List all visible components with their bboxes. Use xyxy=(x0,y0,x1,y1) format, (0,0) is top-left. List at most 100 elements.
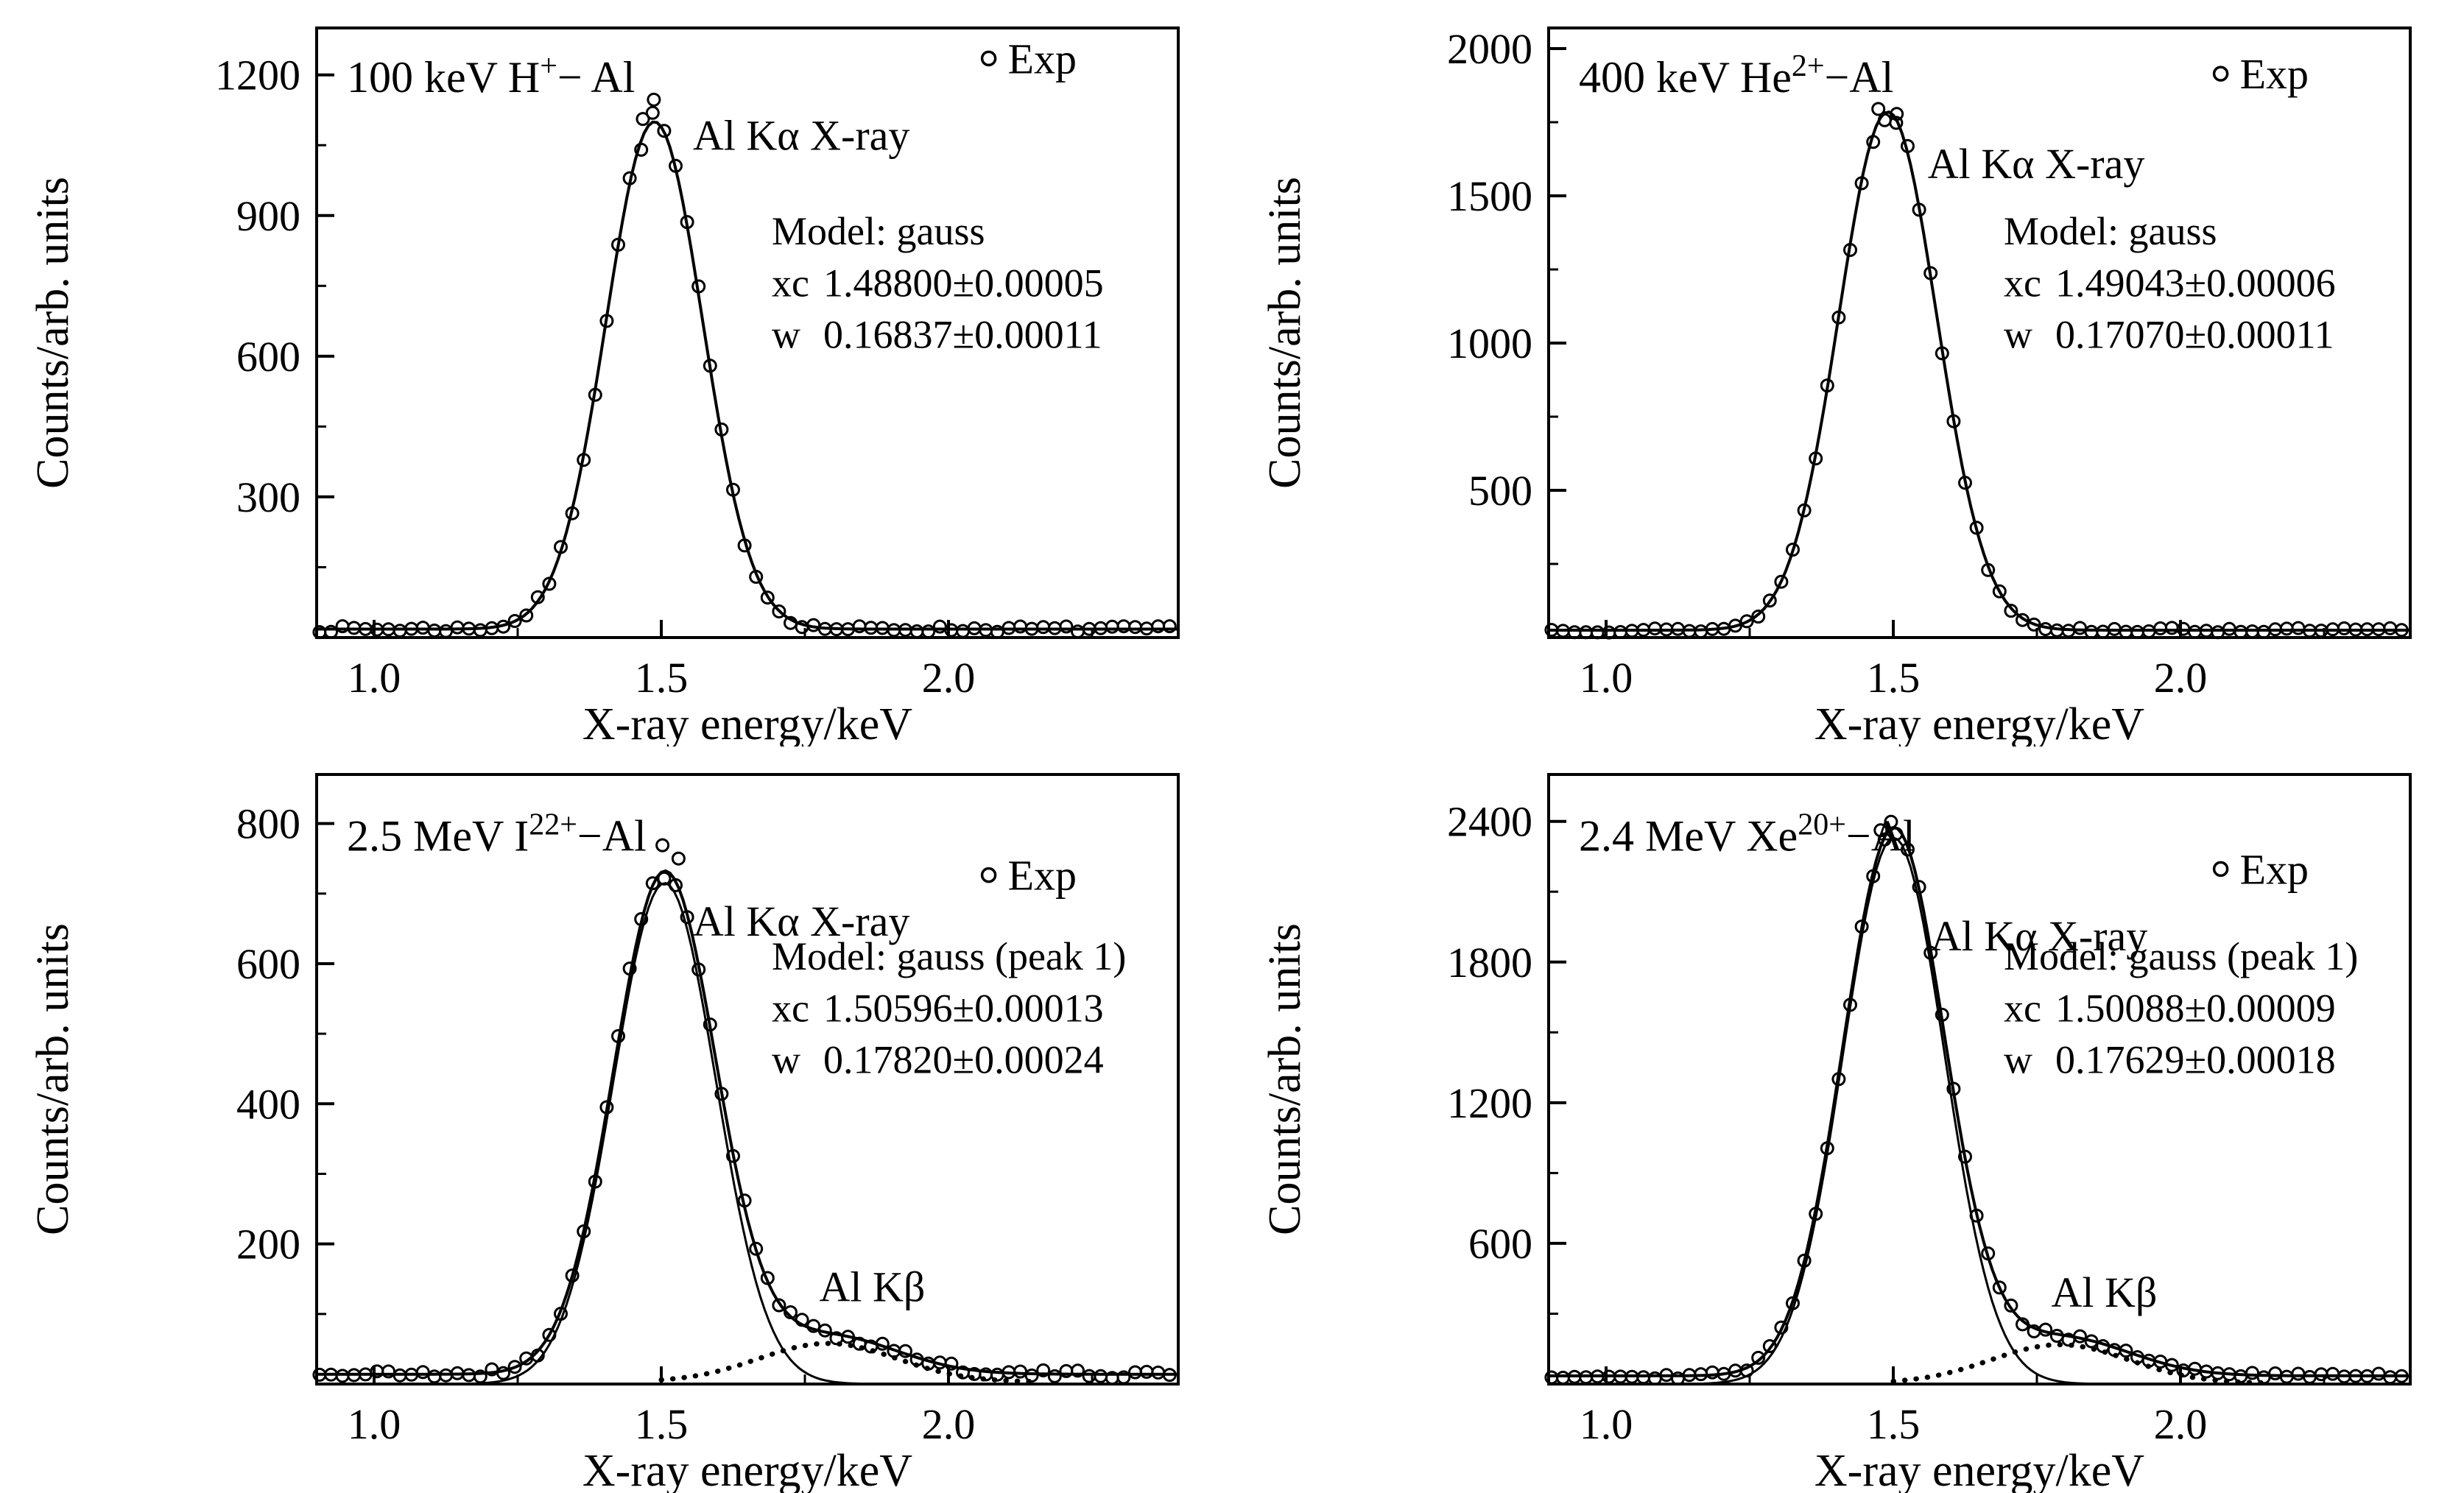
exp-point xyxy=(714,422,729,437)
exp-point xyxy=(737,538,752,553)
exp-point xyxy=(599,1100,614,1115)
exp-point xyxy=(1935,346,1949,361)
exp-point xyxy=(2027,617,2041,632)
model-param-value: 0.17629±0.00018 xyxy=(2055,1038,2336,1082)
exp-point xyxy=(726,1148,740,1163)
exp-point xyxy=(1843,998,1857,1012)
kalpha-annotation: Al Kα X-ray xyxy=(1931,912,2148,960)
exp-point xyxy=(1866,869,1881,883)
exp-point xyxy=(1128,620,1142,635)
exp-point xyxy=(1036,1363,1051,1377)
exp-point xyxy=(588,1174,602,1189)
exp-point xyxy=(784,1305,798,1319)
y-tick-label: 1200 xyxy=(1447,1079,1532,1127)
exp-point xyxy=(1139,1364,1154,1379)
model-header: Model: gauss xyxy=(2004,209,2217,253)
exp-point xyxy=(565,506,580,520)
exp-point xyxy=(2004,604,2018,618)
model-param-value: 1.49043±0.00006 xyxy=(2055,261,2336,305)
exp-point xyxy=(795,1313,809,1327)
exp-point xyxy=(636,112,650,127)
exp-point xyxy=(634,142,649,157)
exp-point xyxy=(932,619,947,634)
fit-curve xyxy=(1549,825,2410,1377)
exp-point xyxy=(2256,624,2271,639)
model-param-key: xc xyxy=(772,261,809,305)
exp-point xyxy=(1831,310,1846,325)
exp-point xyxy=(1059,619,1074,634)
kalpha-annotation: Al Kα X-ray xyxy=(693,112,910,160)
exp-point xyxy=(1912,880,1926,894)
exp-point xyxy=(1647,621,1662,636)
plot-box xyxy=(315,27,1180,639)
y-axis-title: Counts/arb. units xyxy=(28,177,78,489)
y-tick-label: 1500 xyxy=(1447,172,1532,220)
exp-point xyxy=(1762,593,1777,608)
exp-point xyxy=(1556,1370,1570,1385)
exp-point xyxy=(657,124,672,138)
exp-point xyxy=(542,576,557,591)
panel-bottom-left: 1.0 1.5 2.0 200 400 600 800 2.5 MeV I22+−Al Exp A… xyxy=(0,746,1232,1493)
panel-title: 2.5 MeV I22+−Al xyxy=(347,808,647,861)
y-axis-title: Counts/arb. units xyxy=(1260,177,1310,489)
exp-point xyxy=(496,1366,510,1380)
exp-point xyxy=(749,570,764,584)
x-axis-title: X-ray energy/keV xyxy=(582,699,912,746)
exp-point xyxy=(703,1017,717,1032)
exp-point xyxy=(1116,1370,1131,1385)
y-tick-label: 600 xyxy=(236,333,300,381)
x-tick-label: 1.0 xyxy=(348,1400,401,1448)
exp-point xyxy=(2383,621,2398,635)
exp-point xyxy=(645,105,660,120)
exp-point xyxy=(1786,543,1800,557)
y-tick-label: 1200 xyxy=(215,52,300,99)
exp-point xyxy=(1751,610,1766,624)
exp-point xyxy=(2153,621,2168,635)
exp-point xyxy=(415,1365,430,1380)
chart-400kev-he-al: 1.0 1.5 2.0 500 1000 1500 2000 400 keV He2+−Al E… xyxy=(1260,25,2412,746)
exp-point xyxy=(2188,624,2202,639)
fit-curve xyxy=(1549,110,2410,632)
exp-point xyxy=(817,1323,832,1338)
exp-point xyxy=(2245,1366,2259,1380)
model-param-key: xc xyxy=(772,986,809,1030)
exp-point xyxy=(1901,842,1915,857)
kbeta-annotation: Al Kβ xyxy=(820,1263,926,1311)
exp-point xyxy=(2326,1366,2340,1381)
exp-point xyxy=(2394,1369,2409,1383)
exp-point xyxy=(1705,1365,1719,1380)
legend-exp-marker-icon xyxy=(980,50,997,67)
exp-point xyxy=(2279,621,2294,636)
legend-exp-label: Exp xyxy=(1008,35,1077,82)
exp-point xyxy=(647,92,661,107)
exp-point xyxy=(2073,621,2087,635)
exp-point xyxy=(611,237,625,252)
exp-point xyxy=(427,1369,442,1384)
y-tick-label: 400 xyxy=(236,1080,300,1128)
exp-point xyxy=(691,962,706,977)
exp-point xyxy=(1013,619,1027,634)
exp-point xyxy=(1969,1208,1984,1223)
exp-point xyxy=(875,1336,890,1351)
exp-point xyxy=(2337,621,2351,635)
exp-point xyxy=(2016,613,2030,627)
exp-point xyxy=(1739,614,1754,629)
exp-point xyxy=(554,540,568,554)
exp-point xyxy=(749,1241,764,1256)
exp-point xyxy=(2084,624,2099,639)
exp-point xyxy=(634,912,649,926)
exp-point xyxy=(1082,1369,1097,1383)
exp-point xyxy=(1013,1364,1027,1379)
panel-title: 400 keV He2+−Al xyxy=(1579,49,1893,102)
exp-point xyxy=(1151,1365,1166,1380)
model-param-value: 1.48800±0.00005 xyxy=(823,261,1104,305)
x-tick-label: 1.5 xyxy=(1867,1400,1921,1448)
exp-point xyxy=(772,604,786,618)
exp-point xyxy=(691,279,706,294)
exp-point xyxy=(335,1369,350,1383)
y-tick-label: 500 xyxy=(1468,467,1532,515)
y-tick-label: 800 xyxy=(236,800,300,848)
exp-point xyxy=(507,614,522,628)
exp-point xyxy=(1762,1339,1777,1353)
